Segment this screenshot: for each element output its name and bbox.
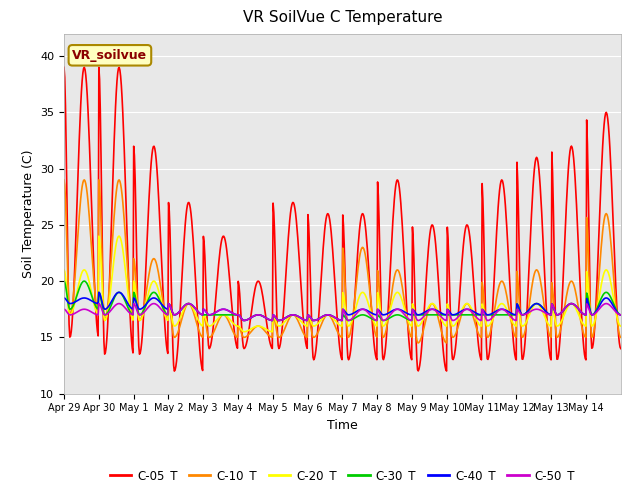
C-05_T	[277, 336, 285, 342]
C-50_T	[240, 318, 248, 324]
C-50_T	[568, 301, 575, 307]
C-10_T	[228, 325, 236, 331]
C-40_T	[433, 307, 440, 313]
C-40_T	[60, 295, 68, 301]
C-05_T	[125, 295, 133, 301]
C-20_T	[617, 323, 625, 329]
C-10_T	[255, 324, 263, 329]
Title: VR SoilVue C Temperature: VR SoilVue C Temperature	[243, 11, 442, 25]
Y-axis label: Soil Temperature (C): Soil Temperature (C)	[22, 149, 35, 278]
C-20_T	[257, 324, 264, 329]
C-05_T	[432, 242, 440, 248]
C-30_T	[277, 317, 285, 323]
C-40_T	[401, 310, 409, 315]
C-40_T	[126, 304, 134, 310]
Line: C-40_T: C-40_T	[64, 292, 621, 321]
C-40_T	[240, 318, 248, 324]
C-05_T	[617, 346, 625, 351]
C-20_T	[433, 305, 440, 311]
Line: C-05_T: C-05_T	[64, 67, 621, 371]
C-20_T	[60, 267, 68, 273]
C-30_T	[228, 312, 236, 318]
C-10_T	[443, 340, 451, 346]
C-05_T	[170, 368, 178, 374]
C-50_T	[617, 312, 625, 318]
C-20_T	[126, 306, 134, 312]
C-20_T	[228, 320, 236, 325]
Line: C-20_T: C-20_T	[64, 236, 621, 332]
C-10_T	[400, 294, 408, 300]
C-30_T	[240, 318, 248, 324]
C-50_T	[277, 317, 285, 323]
Legend: C-05_T, C-10_T, C-20_T, C-30_T, C-40_T, C-50_T: C-05_T, C-10_T, C-20_T, C-30_T, C-40_T, …	[105, 464, 580, 480]
C-20_T	[278, 322, 285, 328]
C-50_T	[228, 310, 236, 315]
C-20_T	[95, 233, 102, 239]
C-30_T	[401, 315, 408, 321]
Text: VR_soilvue: VR_soilvue	[72, 49, 147, 62]
C-10_T	[60, 177, 68, 183]
C-50_T	[60, 306, 68, 312]
C-05_T	[228, 310, 236, 316]
C-50_T	[432, 308, 440, 313]
C-40_T	[95, 289, 102, 295]
C-30_T	[125, 308, 133, 313]
C-10_T	[431, 304, 439, 310]
C-30_T	[60, 278, 68, 284]
C-20_T	[401, 308, 409, 314]
C-40_T	[228, 310, 236, 316]
C-50_T	[401, 312, 408, 317]
Line: C-10_T: C-10_T	[64, 180, 621, 343]
C-30_T	[617, 312, 625, 318]
C-10_T	[125, 290, 133, 296]
X-axis label: Time: Time	[327, 419, 358, 432]
C-50_T	[125, 310, 133, 315]
C-30_T	[432, 312, 440, 318]
C-30_T	[256, 312, 264, 318]
C-20_T	[240, 329, 248, 335]
C-40_T	[278, 317, 285, 323]
C-40_T	[617, 312, 625, 318]
Line: C-30_T: C-30_T	[64, 281, 621, 321]
C-05_T	[60, 64, 68, 70]
C-05_T	[401, 263, 408, 268]
C-05_T	[256, 281, 264, 287]
C-10_T	[617, 335, 625, 340]
C-40_T	[257, 312, 264, 318]
C-10_T	[276, 334, 284, 339]
C-50_T	[256, 312, 264, 318]
Line: C-50_T: C-50_T	[64, 304, 621, 321]
